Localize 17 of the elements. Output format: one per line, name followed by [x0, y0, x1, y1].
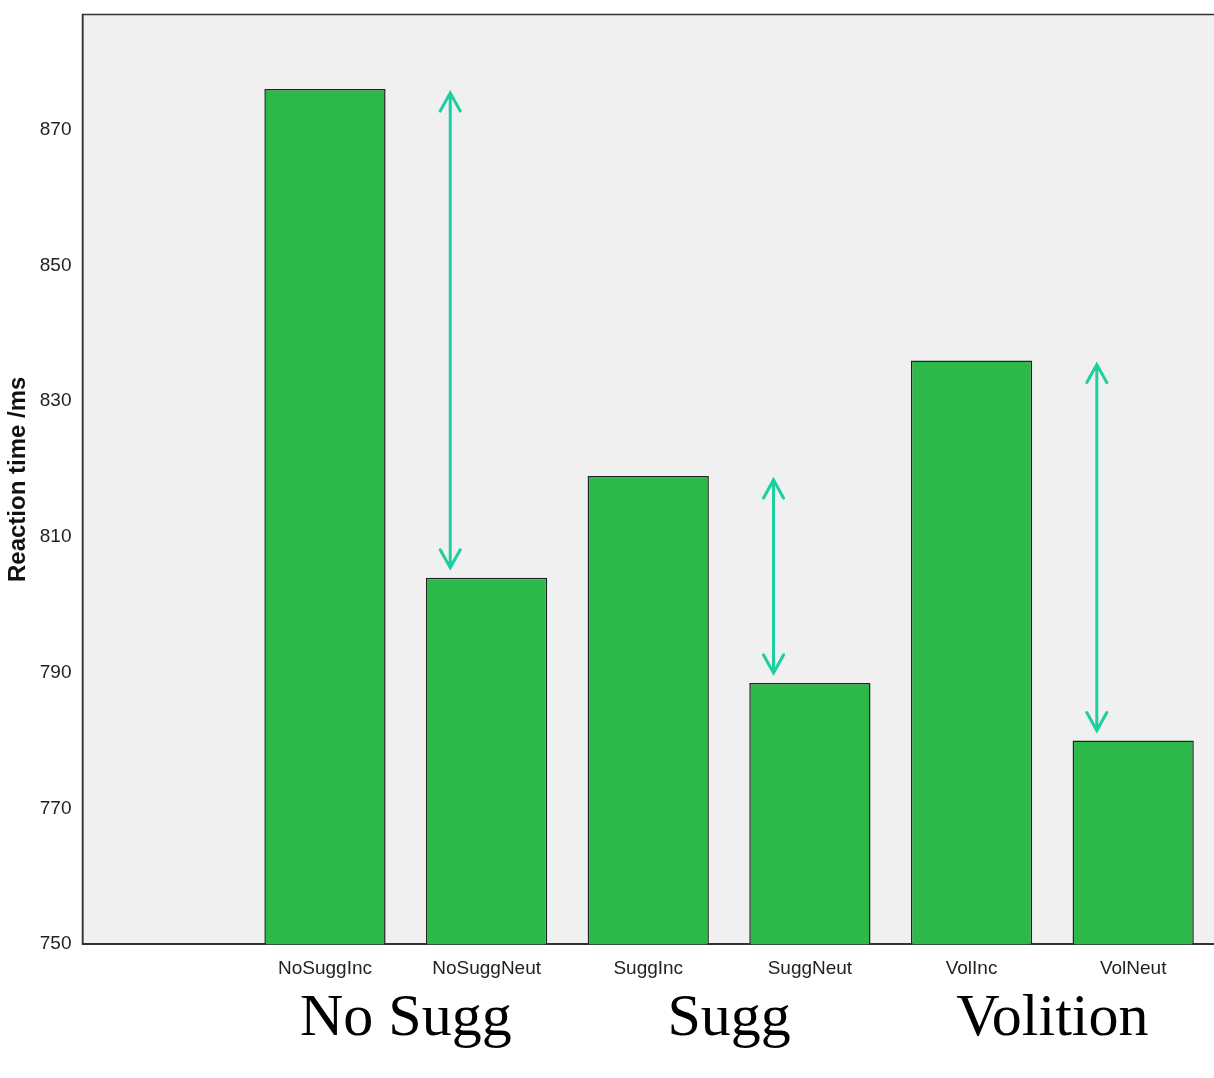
x-tick-label: SuggInc [613, 956, 684, 978]
x-tick-label: VolNeut [1099, 956, 1168, 978]
y-tick-label: 830 [39, 389, 72, 411]
x-tick-label: NoSuggNeut [432, 956, 542, 978]
y-tick-label: 810 [39, 525, 72, 547]
y-tick-label: 750 [39, 932, 72, 954]
x-tick-label: VolInc [945, 956, 998, 978]
text: No Sugg [299, 981, 512, 1048]
x-tick-label: NoSuggInc [277, 956, 372, 978]
x-tick-label: SuggNeut [767, 956, 853, 978]
y-tick-label: 790 [39, 660, 72, 682]
y-axis-title: Reaction time /ms [3, 376, 31, 582]
y-tick-label: 770 [39, 796, 72, 818]
y-tick-label: 870 [39, 118, 72, 140]
text: Volition [956, 981, 1149, 1048]
text: Sugg [667, 981, 791, 1048]
y-tick-label: 850 [39, 253, 72, 275]
